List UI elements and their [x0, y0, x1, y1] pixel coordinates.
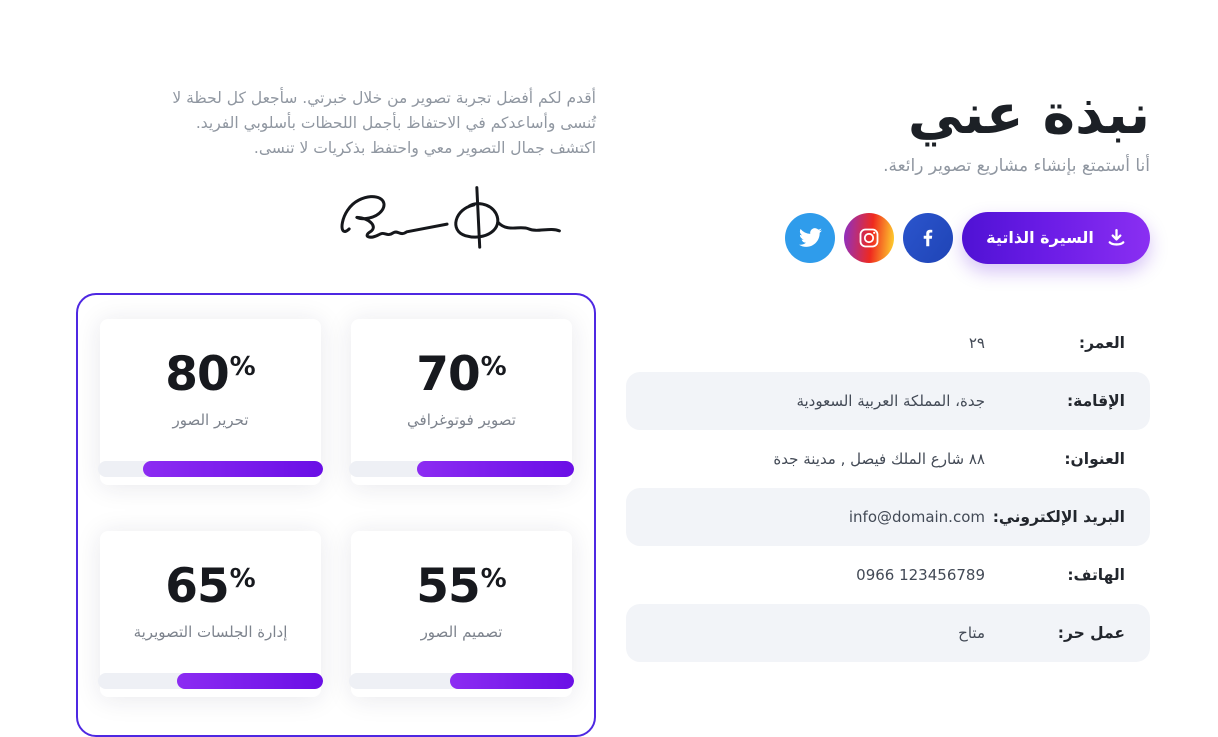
- twitter-icon[interactable]: [785, 212, 835, 263]
- info-label: العمر:: [1078, 333, 1125, 352]
- info-value: متاح: [958, 623, 985, 642]
- skills-column: أقدم لكم أفضل تجربة تصوير من خلال خبرتي.…: [76, 84, 596, 737]
- skill-percent: 65%: [165, 559, 256, 615]
- info-label: عمل حر:: [1057, 623, 1125, 642]
- cv-download-button[interactable]: السيرة الذاتية: [962, 211, 1150, 264]
- info-label: الإقامة:: [1066, 391, 1125, 410]
- download-icon: [1107, 228, 1126, 247]
- skill-progressbar: [349, 673, 574, 690]
- info-row-address: العنوان: ٨٨ شارع الملك فيصل , مدينة جدة: [626, 430, 1150, 488]
- facebook-icon[interactable]: [903, 212, 953, 263]
- info-list: العمر: ٢٩ الإقامة: جدة، المملكة العربية …: [626, 314, 1150, 662]
- info-row-phone: الهاتف: 0966 123456789: [626, 546, 1150, 604]
- info-value: ٨٨ شارع الملك فيصل , مدينة جدة: [773, 449, 985, 468]
- skill-progress-fill: [143, 461, 323, 478]
- skill-photography: 70% تصوير فوتوغرافي: [349, 319, 574, 486]
- skill-progressbar: [349, 461, 574, 478]
- skill-percent: 80%: [165, 347, 256, 403]
- info-row-age: العمر: ٢٩: [626, 314, 1150, 372]
- skills-card: 70% تصوير فوتوغرافي 80% تحرير الصور 55% …: [76, 293, 596, 737]
- info-value[interactable]: info@domain.com: [848, 507, 985, 526]
- skill-label: إدارة الجلسات التصويرية: [133, 623, 288, 642]
- info-row-residence: الإقامة: جدة، المملكة العربية السعودية: [626, 371, 1150, 430]
- instagram-icon[interactable]: [844, 212, 894, 263]
- info-label: البريد الإلكتروني:: [992, 507, 1125, 526]
- about-column: نبذة عني أنا أستمتع بإنشاء مشاريع تصوير …: [626, 82, 1150, 737]
- page-subtitle: أنا أستمتع بإنشاء مشاريع تصوير رائعة.: [883, 155, 1150, 176]
- cv-button-label: السيرة الذاتية: [986, 228, 1094, 248]
- info-row-email: البريد الإلكتروني: info@domain.com: [626, 487, 1150, 546]
- skill-progress-fill: [416, 461, 574, 478]
- skill-photo-editing: 80% تحرير الصور: [98, 319, 323, 486]
- skill-label: تحرير الصور: [172, 411, 249, 430]
- skill-percent: 55%: [416, 559, 507, 615]
- skill-label: تصميم الصور: [420, 623, 503, 642]
- skill-photo-design: 55% تصميم الصور: [349, 531, 574, 698]
- info-row-freelance: عمل حر: متاح: [626, 603, 1150, 662]
- skill-progressbar: [98, 673, 323, 690]
- skill-percent: 70%: [416, 347, 507, 403]
- info-value: ٢٩: [968, 333, 985, 352]
- skill-progressbar: [98, 461, 323, 478]
- skill-session-management: 65% إدارة الجلسات التصويرية: [98, 531, 323, 698]
- intro-paragraph: أقدم لكم أفضل تجربة تصوير من خلال خبرتي.…: [172, 89, 596, 158]
- info-value: جدة، المملكة العربية السعودية: [796, 391, 985, 410]
- skill-progress-fill: [450, 673, 574, 690]
- page-title: نبذة عني: [907, 82, 1150, 146]
- social-row: السيرة الذاتية: [626, 211, 1150, 264]
- info-value: 0966 123456789: [856, 565, 985, 584]
- skill-label: تصوير فوتوغرافي: [407, 411, 516, 430]
- info-label: الهاتف:: [1067, 565, 1125, 584]
- skill-progress-fill: [176, 673, 323, 690]
- info-label: العنوان:: [1064, 449, 1125, 468]
- signature: [340, 186, 561, 249]
